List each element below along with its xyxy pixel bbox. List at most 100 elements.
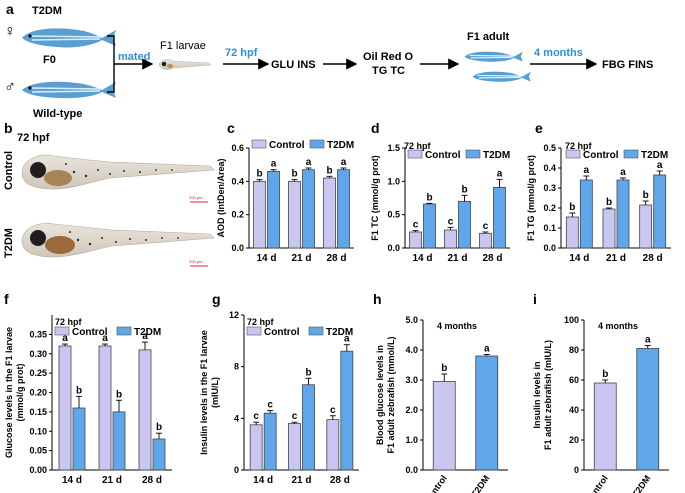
legend-swatch-t2dm: [116, 326, 132, 336]
x-tick-label: T2DM: [469, 473, 491, 493]
bar-control: [326, 419, 340, 471]
male-symbol: ♂: [4, 79, 16, 96]
x-tick-label: 14 d: [256, 253, 276, 264]
bar-control: [323, 177, 336, 249]
panel-letter: e: [535, 120, 543, 136]
x-tick-label: 28 d: [326, 253, 346, 264]
fbg-fins-label: FBG FINS: [602, 59, 653, 71]
x-tick-label: 21 d: [291, 253, 311, 264]
y-tick-label: 0: [574, 465, 579, 475]
mated-label: mated: [118, 51, 150, 63]
y-axis-label: F1 adult zebrafish (mIU/L): [543, 340, 553, 450]
chart-title: 4 months: [437, 321, 477, 331]
significance-letter: b: [156, 422, 162, 433]
panel-a: a T2DM ♀ ♂ F0 Wild-type mated F1 larvae …: [4, 1, 653, 120]
significance-letter: c: [483, 221, 489, 232]
significance-letter: c: [413, 220, 419, 231]
significance-letter: a: [484, 344, 490, 355]
bar-t2dm: [653, 174, 667, 249]
panel-letter: a: [6, 1, 14, 17]
legend-swatch-control: [565, 149, 581, 159]
bar-t2dm: [302, 384, 315, 471]
bar-t2dm: [152, 438, 166, 471]
y-tick-label: 0.1: [543, 223, 556, 233]
bar-control: [444, 229, 457, 249]
hpf-label: 72 hpf: [225, 47, 258, 59]
legend-swatch-t2dm: [308, 326, 324, 336]
bar-t2dm: [458, 200, 471, 249]
bar-control: [639, 204, 653, 249]
y-axis-label: AOD (IntDen/Area): [216, 158, 226, 237]
y-tick-label: 100: [564, 315, 579, 325]
f1-adult-label: F1 adult: [467, 31, 510, 43]
y-tick-label: 0.10: [29, 426, 47, 436]
x-tick-label: 21 d: [606, 253, 626, 264]
bar-t2dm: [579, 179, 593, 249]
y-axis-label: F1 adult zebrafish (mmol/L): [386, 336, 396, 453]
t2dm-larva-micrograph: 200 μm: [14, 214, 222, 272]
y-tick-label: 0.4: [231, 176, 244, 186]
y-tick-label: 3.0: [405, 375, 418, 385]
y-tick-label: 0.6: [231, 143, 244, 153]
y-tick-label: 0.2: [543, 203, 556, 213]
significance-letter: c: [330, 405, 336, 416]
panel-letter: f: [4, 291, 9, 307]
y-axis-label: F1 TC (mmol/g prot): [370, 155, 380, 241]
y-tick-label: 4: [234, 413, 239, 423]
y-tick-label: 0.05: [29, 446, 47, 456]
significance-letter: a: [271, 159, 277, 170]
x-tick-label: 21 d: [447, 253, 467, 264]
x-tick-label: 14 d: [569, 253, 589, 264]
t2dm-row-label: T2DM: [3, 228, 15, 258]
bar-t2dm: [636, 348, 660, 471]
x-tick-label: 14 d: [62, 475, 82, 486]
y-tick-label: 0.35: [29, 329, 47, 339]
y-axis-label: (mIU/L): [210, 377, 220, 408]
chart-panels: c 0.0 0.2 0.4 0.6 AOD (IntDen/Area) Control T2D…: [4, 120, 671, 493]
significance-letter: b: [76, 385, 82, 396]
significance-letter: a: [584, 165, 590, 176]
x-tick-label: 28 d: [643, 253, 663, 264]
months-label: 4 months: [534, 47, 583, 59]
x-tick-label: 21 d: [102, 475, 122, 486]
y-tick-label: 0.5: [543, 143, 556, 153]
f1-adult-zebrafish-image: [464, 51, 531, 82]
panel-letter: h: [373, 291, 382, 307]
legend-swatch-t2dm: [309, 139, 325, 149]
significance-letter: b: [602, 369, 608, 380]
y-tick-label: 1.5: [387, 143, 400, 153]
y-tick-label: 0.0: [231, 243, 244, 253]
significance-letter: a: [341, 157, 347, 168]
y-tick-label: 0.20: [29, 388, 47, 398]
x-tick-label: 28 d: [142, 475, 162, 486]
bar-control: [58, 345, 72, 471]
bar-control: [409, 231, 422, 249]
y-axis-label: Glucose levels in the F1 larvae: [4, 327, 14, 458]
bar-t2dm: [340, 350, 354, 471]
y-tick-label: 40: [569, 405, 579, 415]
bar-control: [249, 424, 263, 471]
significance-letter: a: [620, 167, 626, 178]
significance-letter: b: [643, 190, 649, 201]
y-tick-label: 20: [569, 435, 579, 445]
y-tick-label: 8: [234, 362, 239, 372]
y-tick-label: 0.0: [405, 465, 418, 475]
legend-swatch-control: [251, 139, 267, 149]
panel-b: b 72 hpf Control T2DM 200 μm: [3, 120, 222, 272]
scale-bar-label: 200 μm: [189, 195, 203, 200]
significance-letter: c: [292, 411, 298, 422]
x-tick-label: 14 d: [412, 253, 432, 264]
y-tick-label: 0.0: [387, 243, 400, 253]
panel-letter: c: [227, 120, 235, 136]
f1-larva-image: [158, 59, 212, 70]
y-tick-label: 1.0: [387, 176, 400, 186]
legend-label: Control: [425, 150, 461, 161]
significance-letter: b: [461, 184, 467, 195]
chart-panel-i: i 0 20 40 60 80 100 Insulin levels in F1 adult z…: [532, 291, 669, 493]
significance-letter: c: [448, 216, 454, 227]
y-tick-label: 60: [569, 375, 579, 385]
y-tick-label: 0.5: [387, 210, 400, 220]
legend-label: Control: [72, 327, 108, 338]
significance-letter: a: [62, 333, 68, 344]
